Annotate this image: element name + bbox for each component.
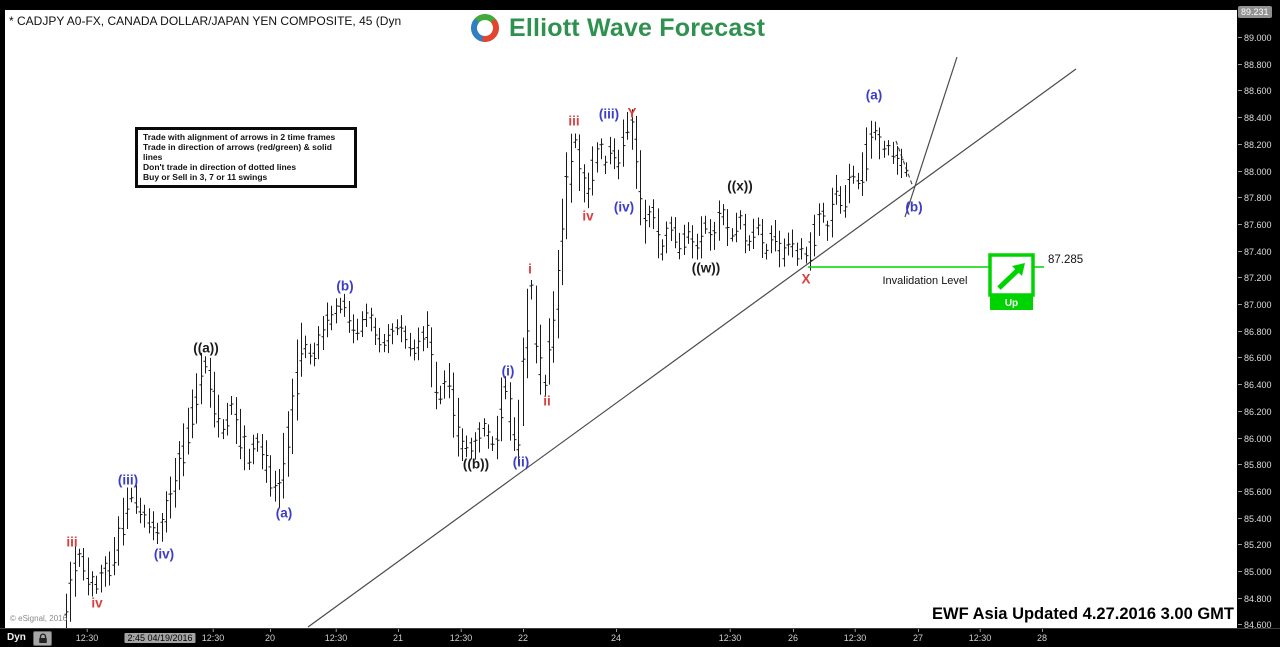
- brand-logo: Elliott Wave Forecast: [468, 11, 765, 45]
- price-tick-label: 86.800: [1238, 326, 1272, 337]
- esignal-watermark: © eSignal, 2016: [10, 614, 68, 623]
- wave-label: ((w)): [692, 261, 720, 276]
- selected-time-tag: 2:45 04/19/2016: [124, 633, 196, 643]
- time-tick-label: 12:30: [324, 629, 348, 643]
- price-tick-label: 86.000: [1238, 433, 1272, 444]
- wave-label: (i): [502, 364, 515, 379]
- wave-label: (b): [336, 279, 353, 294]
- main-trendline: [307, 68, 1077, 628]
- time-tick-label: 12:30: [201, 629, 225, 643]
- trading-rule-line: Trade with alignment of arrows in 2 time…: [143, 132, 336, 142]
- price-tick-label: 89.000: [1238, 33, 1272, 43]
- invalidation-price: 87.285: [1048, 254, 1083, 266]
- chart-panel: [5, 10, 1237, 628]
- wave-label: i: [528, 262, 532, 277]
- trading-rules-box[interactable]: Trade with alignment of arrows in 2 time…: [135, 127, 357, 188]
- price-tick-label: 84.800: [1238, 593, 1272, 604]
- wave-label: iii: [66, 535, 77, 550]
- time-tick-label: 12:30: [75, 629, 99, 643]
- time-tick-label: 12:30: [449, 629, 473, 643]
- time-tick-label: 24: [610, 629, 622, 643]
- time-tick-label: 12:30: [968, 629, 992, 643]
- price-tick-label: 85.800: [1238, 460, 1272, 471]
- wave-label: (b): [905, 200, 922, 215]
- price-tick-label: 87.000: [1238, 300, 1272, 310]
- wave-label: ((a)): [193, 341, 219, 356]
- time-tick-label: 28: [1036, 629, 1048, 643]
- wave-label: (iv): [154, 547, 174, 562]
- wave-label: Y: [627, 106, 636, 121]
- price-tick-label: 88.400: [1238, 113, 1272, 124]
- price-tick-label: 86.400: [1238, 380, 1272, 391]
- price-tick-label: 86.600: [1238, 353, 1272, 364]
- wave-label: iv: [582, 209, 594, 224]
- up-arrow-head: [1012, 263, 1025, 276]
- up-signal-bar: [990, 295, 1033, 310]
- wave-label: ((x)): [727, 179, 753, 194]
- wave-label: ((b)): [463, 457, 489, 472]
- brand-logo-text: Elliott Wave Forecast: [509, 13, 766, 42]
- logo-swirl-icon: [471, 14, 499, 42]
- time-tick-label: 22: [517, 629, 529, 643]
- price-tick-label: 87.800: [1238, 193, 1272, 204]
- wave-label: (iv): [614, 200, 634, 215]
- price-tick-label: 88.200: [1238, 139, 1272, 150]
- lock-icon: [38, 633, 47, 643]
- price-tick-label: 85.000: [1238, 567, 1272, 577]
- time-tick-label: 12:30: [718, 629, 742, 643]
- trading-rule-line: Don't trade in direction of dotted lines: [143, 162, 297, 172]
- last-price-tag: 89.231: [1238, 6, 1272, 18]
- wave-label: (ii): [513, 455, 530, 470]
- time-axis[interactable]: Dyn 12:30 2:45 04/19/2016 12:30 20 12:30 21 12…: [0, 628, 1280, 647]
- trading-rule-line: Buy or Sell in 3, 7 or 11 swings: [143, 172, 268, 182]
- wave-label: (a): [866, 88, 883, 103]
- wave-label: ii: [543, 394, 551, 409]
- wave-label: (a): [276, 506, 293, 521]
- update-note: EWF Asia Updated 4.27.2016 3.00 GMT: [932, 605, 1234, 623]
- price-tick-label: 88.000: [1238, 166, 1272, 177]
- chart-title: * CADJPY A0-FX, CANADA DOLLAR/JAPAN YEN …: [9, 14, 402, 28]
- steep-trendline: [904, 56, 958, 218]
- price-tick-label: 87.600: [1238, 219, 1272, 230]
- wave-label: (iii): [118, 473, 138, 488]
- up-arrow-icon: [997, 267, 1021, 290]
- price-tick-label: 85.200: [1238, 540, 1272, 551]
- time-tick-label: 20: [264, 629, 276, 643]
- price-tick-label: 87.200: [1238, 273, 1272, 284]
- price-axis[interactable]: 89.231 89.000 88.800 88.600 88.400 88.200 88.…: [1237, 0, 1280, 631]
- invalidation-label: Invalidation Level: [882, 275, 967, 287]
- up-signal-label: Up: [1005, 298, 1018, 309]
- price-tick-label: 84.600: [1238, 620, 1272, 631]
- price-tick-label: 88.600: [1238, 86, 1272, 97]
- price-tick-label: 85.400: [1238, 513, 1272, 524]
- time-tick-label: 26: [787, 629, 799, 643]
- chart-mode-label: Dyn: [7, 632, 26, 643]
- price-tick-label: 85.600: [1238, 486, 1272, 497]
- lock-button[interactable]: [33, 631, 52, 646]
- projection-path: [895, 140, 914, 188]
- up-signal-box[interactable]: Up: [988, 253, 1035, 310]
- wave-label: X: [801, 272, 810, 287]
- time-tick-label: 27: [912, 629, 924, 643]
- time-tick-label: 21: [392, 629, 404, 643]
- ohlc-bars: [64, 109, 909, 628]
- wave-label: iii: [568, 114, 579, 129]
- wave-label: iv: [91, 596, 103, 611]
- time-tick-label: 12:30: [843, 629, 867, 643]
- price-tick-label: 87.400: [1238, 246, 1272, 257]
- trading-rule-line: Trade in direction of arrows (red/green)…: [143, 142, 332, 162]
- wave-label: (iii): [599, 107, 619, 122]
- price-tick-label: 88.800: [1238, 59, 1272, 70]
- price-tick-label: 86.200: [1238, 406, 1272, 417]
